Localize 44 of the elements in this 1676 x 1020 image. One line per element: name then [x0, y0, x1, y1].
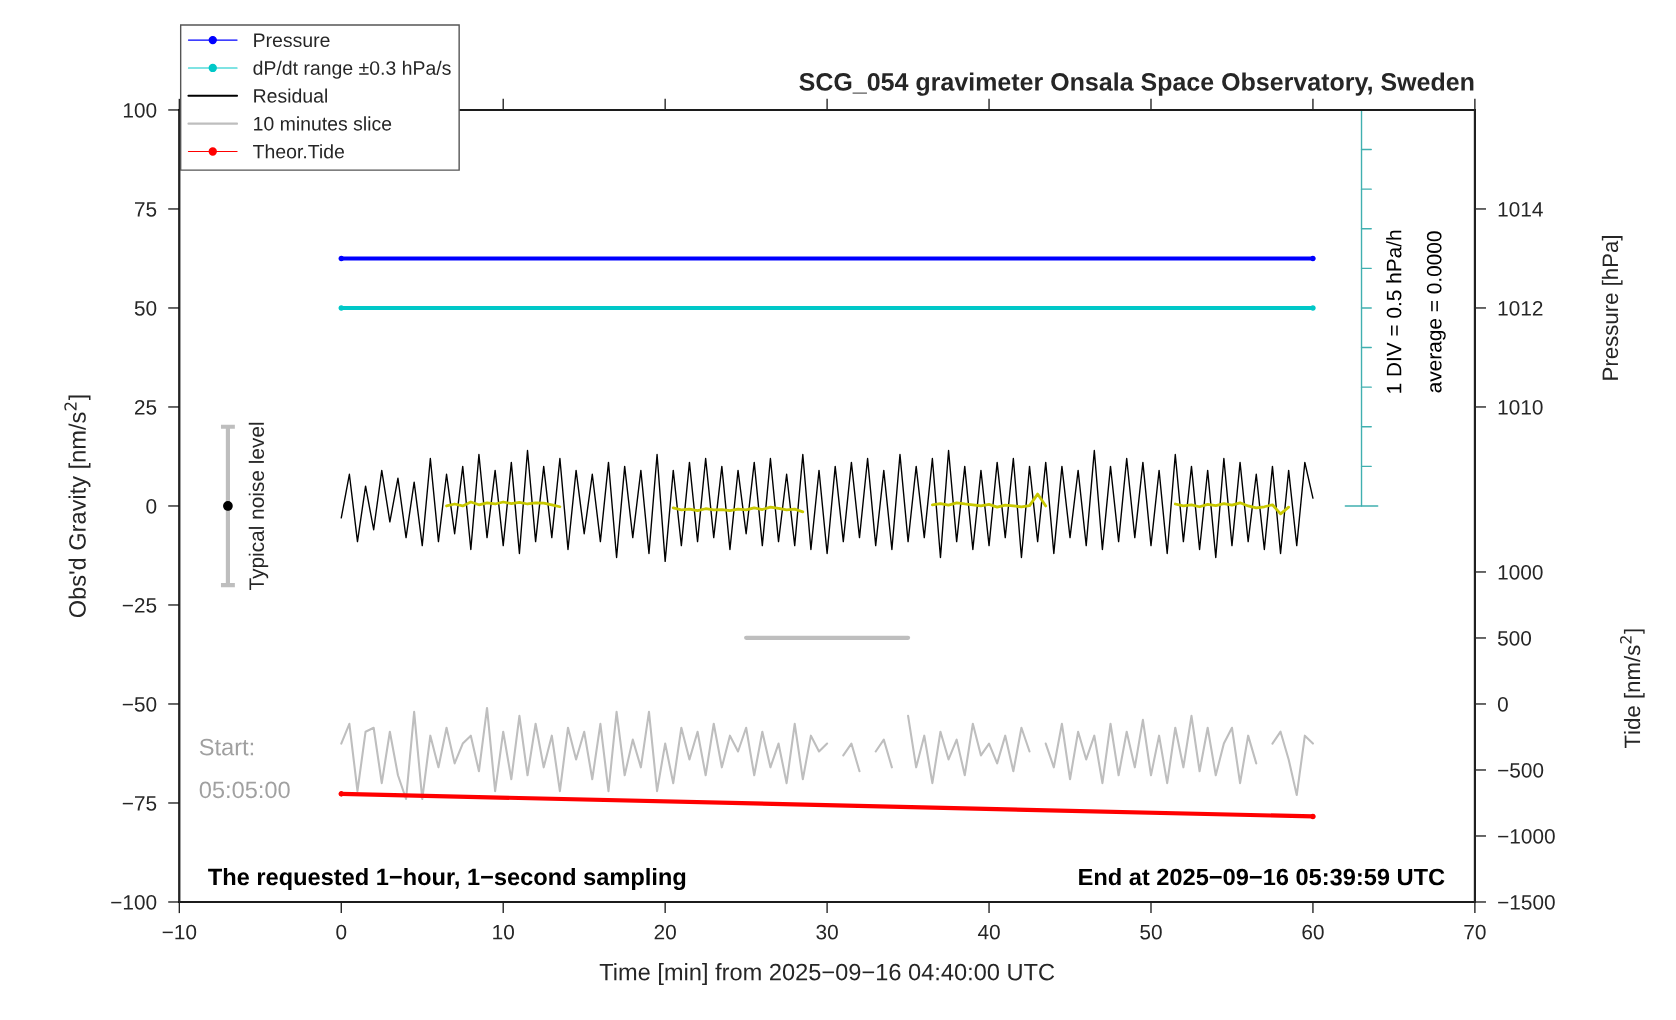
x-axis-title: Time [min] from 2025−09−16 04:40:00 UTC [599, 963, 1055, 986]
x-tick-label: 40 [977, 924, 1000, 940]
y-tick-label: 0 [146, 498, 157, 514]
x-tick-label: 70 [1464, 924, 1486, 940]
y3-tick-label: 1000 [1498, 564, 1543, 580]
y2-tick-label: 1012 [1498, 300, 1543, 316]
legend-label: Residual [254, 88, 327, 103]
x-tick-label: 20 [654, 924, 676, 940]
annotation: 1 DIV = 0.5 hPa/h [1386, 230, 1402, 393]
y-tick-label: 25 [134, 399, 157, 415]
y-tick-label: 100 [123, 102, 157, 118]
x-tick-label: 10 [493, 924, 514, 940]
y-axis-title: Obs'd Gravity [nm/s$^{2}$] [64, 395, 91, 618]
y-tick-label: −100 [111, 894, 157, 910]
y-tick-label: −75 [122, 796, 157, 811]
legend-label: dP/dt range ±0.3 hPa/s [253, 60, 451, 79]
legend-label: Theor.Tide [253, 144, 344, 159]
annotation: The requested 1−hour, 1−second sampling [208, 867, 686, 891]
y3-tick-label: −1500 [1498, 894, 1555, 910]
text: Typical noise level [248, 422, 269, 591]
annotation: 05:05:00 [199, 781, 290, 799]
y3-tick-label: 500 [1497, 630, 1532, 646]
annotation: Start: [199, 738, 254, 756]
y-tick-label: −25 [122, 597, 157, 613]
legend-label: 10 minutes slice [254, 116, 392, 131]
y-tick-label: 50 [134, 300, 157, 316]
y3-tick-label: 0 [1497, 696, 1508, 712]
legend-label: Pressure [254, 33, 330, 48]
y-tick-label: 75 [135, 202, 157, 217]
y2-tick-label: 1014 [1498, 201, 1543, 217]
x-tick-label: 0 [336, 924, 347, 940]
y2-axis-title: Pressure [hPa] [1601, 236, 1623, 380]
x-tick-label: −10 [162, 924, 197, 940]
annotation: End at 2025−09−16 05:39:59 UTC [1079, 868, 1445, 886]
y3-tick-label: −500 [1498, 762, 1544, 778]
y2-tick-label: 1010 [1498, 399, 1543, 415]
x-tick-label: 50 [1140, 924, 1162, 940]
x-tick-label: 60 [1302, 924, 1324, 940]
annotation: average = 0.0000 [1426, 231, 1446, 393]
x-tick-label: 30 [816, 924, 838, 940]
y3-tick-label: −1000 [1498, 828, 1555, 844]
y-tick-label: −50 [122, 696, 157, 712]
chart-title: SCG_054 gravimeter Onsala Space Observatory, Sweden [799, 72, 1474, 96]
y3-axis-title: Tide [nm/s$^{2}$] [1619, 629, 1645, 748]
